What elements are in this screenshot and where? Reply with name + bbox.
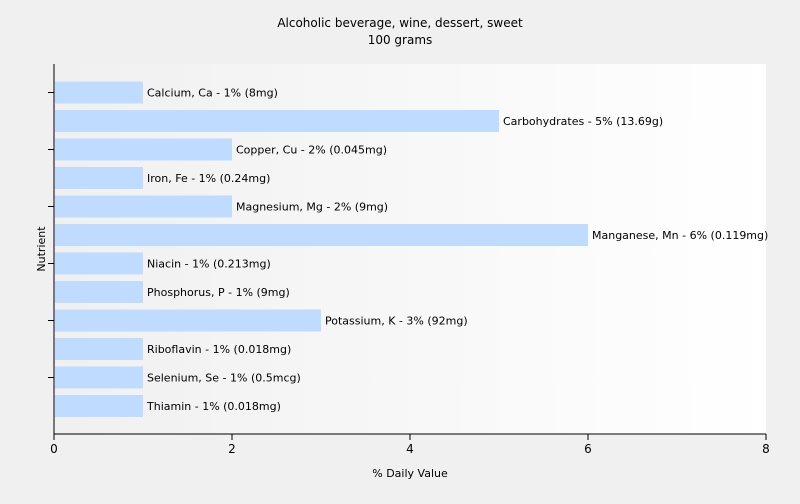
chart-title: Alcoholic beverage, wine, dessert, sweet bbox=[277, 16, 523, 30]
bar bbox=[55, 167, 143, 189]
bar-data-label: Thiamin - 1% (0.018mg) bbox=[146, 400, 281, 413]
bar-data-label: Phosphorus, P - 1% (9mg) bbox=[147, 286, 290, 299]
y-axis-label: Nutrient bbox=[35, 226, 48, 272]
bar bbox=[55, 195, 232, 218]
bar-data-label: Copper, Cu - 2% (0.045mg) bbox=[236, 144, 387, 157]
bar bbox=[55, 138, 232, 161]
bar bbox=[55, 224, 588, 246]
bar-data-label: Magnesium, Mg - 2% (9mg) bbox=[236, 201, 388, 214]
bar bbox=[55, 309, 321, 332]
x-tick-label: 8 bbox=[762, 442, 770, 456]
chart-subtitle: 100 grams bbox=[368, 33, 433, 47]
bar bbox=[55, 81, 143, 104]
bar-data-label: Niacin - 1% (0.213mg) bbox=[147, 258, 271, 271]
bar-data-label: Manganese, Mn - 6% (0.119mg) bbox=[592, 229, 768, 242]
x-axis-label: % Daily Value bbox=[372, 467, 448, 480]
bar-data-label: Selenium, Se - 1% (0.5mcg) bbox=[147, 372, 301, 385]
x-tick-label: 2 bbox=[228, 442, 236, 456]
bar-data-label: Potassium, K - 3% (92mg) bbox=[325, 315, 468, 328]
x-tick-label: 6 bbox=[584, 442, 592, 456]
bar bbox=[55, 338, 143, 360]
bar-data-label: Calcium, Ca - 1% (8mg) bbox=[147, 87, 278, 100]
bar-data-label: Riboflavin - 1% (0.018mg) bbox=[147, 343, 291, 356]
bar-data-label: Carbohydrates - 5% (13.69g) bbox=[503, 115, 663, 128]
bar bbox=[55, 281, 143, 303]
bar bbox=[55, 366, 143, 389]
x-tick-label: 0 bbox=[50, 442, 58, 456]
bar bbox=[55, 110, 499, 132]
bar-data-label: Iron, Fe - 1% (0.24mg) bbox=[147, 172, 270, 185]
bar bbox=[55, 395, 143, 417]
bar bbox=[55, 252, 143, 275]
x-tick-label: 4 bbox=[406, 442, 414, 456]
